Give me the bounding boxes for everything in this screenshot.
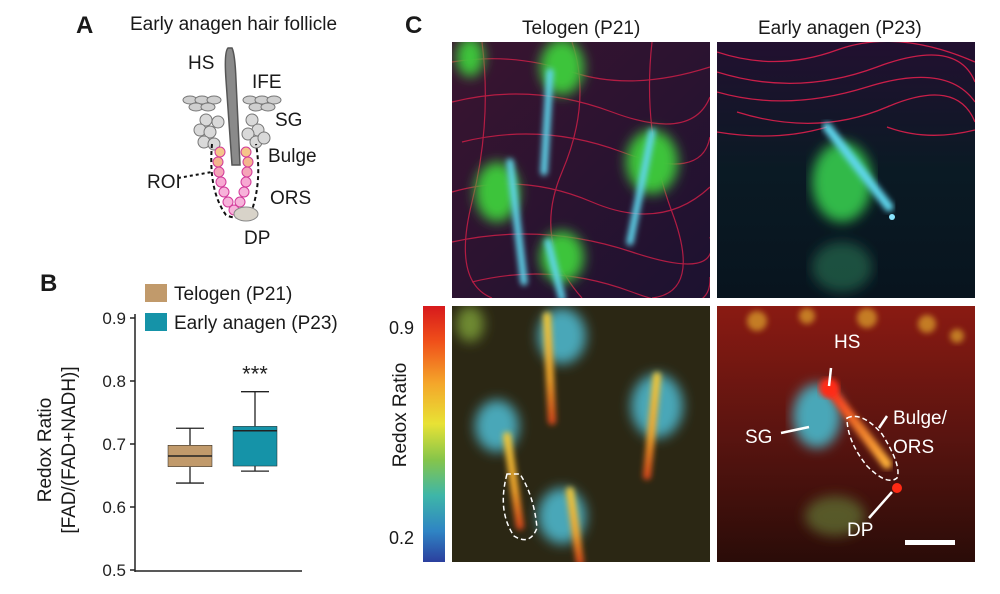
significance-stars: *** <box>242 362 268 387</box>
y-tick-label: 0.9 <box>102 309 126 328</box>
legend-swatch-anagen <box>145 313 167 331</box>
label-hs: HS <box>188 53 215 74</box>
legend-label-telogen: Telogen (P21) <box>174 284 293 305</box>
hair-follicle-diagram <box>177 47 282 222</box>
sebaceous-gland <box>193 113 271 151</box>
box-plot: 0.5 0.6 0.7 0.8 0.9 *** <box>102 309 302 580</box>
label-roi: ROI <box>147 172 181 193</box>
label-ife: IFE <box>252 72 282 93</box>
panel-a-title: Early anagen hair follicle <box>130 14 338 35</box>
y-axis-title: Redox Ratio [FAD/(FAD+NADH)] <box>34 310 82 590</box>
roi-leader <box>177 171 213 179</box>
colorbar-tick-low: 0.2 <box>389 528 415 548</box>
roi-outline-anagen <box>846 415 899 481</box>
label-bulge: Bulge <box>268 146 317 167</box>
annotation-hs: HS <box>834 332 861 353</box>
legend-label-anagen: Early anagen (P23) <box>174 313 338 334</box>
annotation-bulge: Bulge/ <box>893 408 947 429</box>
label-ors: ORS <box>270 188 312 209</box>
y-tick-label: 0.8 <box>102 372 126 391</box>
panel-b-letter: B <box>40 270 58 297</box>
roi-outline-telogen <box>502 473 538 541</box>
y-axis-title-line2: [FAD/(FAD+NADH)] <box>59 366 80 534</box>
micrograph-telogen-fluorescence <box>452 42 710 298</box>
annotation-ors: ORS <box>893 437 935 458</box>
ife-layer <box>182 95 282 112</box>
colorbar <box>423 306 445 562</box>
dermal-papilla <box>233 206 259 222</box>
y-axis-title-line1: Redox Ratio <box>35 397 56 503</box>
colorbar-label: Redox Ratio <box>390 362 411 468</box>
y-tick-label: 0.7 <box>102 435 126 454</box>
hair-shaft <box>224 47 241 166</box>
scale-bar <box>905 540 955 545</box>
col-title-telogen: Telogen (P21) <box>522 18 641 39</box>
colorbar-tick-high: 0.9 <box>389 318 415 338</box>
annotation-sg: SG <box>745 427 773 448</box>
col-title-anagen: Early anagen (P23) <box>758 18 922 39</box>
bulge-ors-cells <box>212 146 254 216</box>
annotation-dp: DP <box>847 520 874 541</box>
label-sg: SG <box>275 110 303 131</box>
panel-c-letter: C <box>405 12 423 39</box>
label-dp: DP <box>244 228 271 249</box>
y-tick-label: 0.5 <box>102 561 126 580</box>
box-anagen <box>232 426 278 467</box>
legend-swatch-telogen <box>145 284 167 302</box>
redox-map-telogen <box>452 306 710 562</box>
redox-map-anagen <box>717 306 975 562</box>
micrograph-anagen-fluorescence <box>717 42 975 298</box>
panel-a-letter: A <box>76 12 94 39</box>
y-tick-label: 0.6 <box>102 498 126 517</box>
